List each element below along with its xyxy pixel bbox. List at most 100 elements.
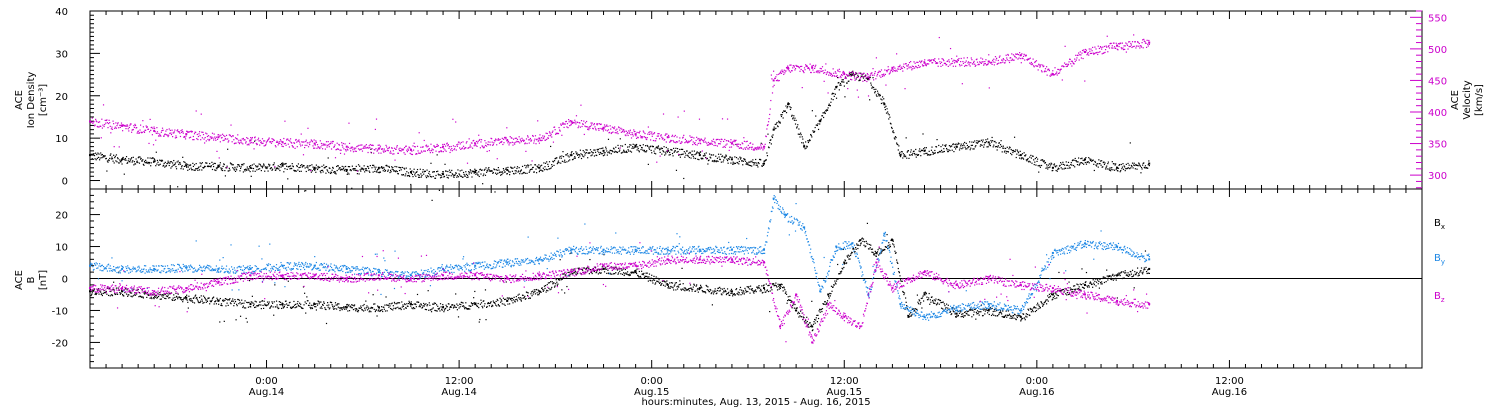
ion-density-point — [805, 147, 807, 149]
velocity-point — [1086, 54, 1088, 56]
velocity-point — [280, 140, 282, 142]
ion-density-point — [184, 161, 186, 164]
ion-density-point — [971, 141, 973, 143]
ion-density-point — [663, 146, 665, 148]
velocity-point — [1011, 53, 1013, 55]
ion-density-point — [838, 89, 840, 91]
top-left-y-tick-label: 20 — [55, 92, 68, 103]
velocity-point — [412, 149, 415, 151]
velocity-point — [1007, 53, 1009, 56]
ion-density-point — [233, 169, 235, 171]
bx-point — [215, 300, 217, 302]
bx-point — [241, 302, 243, 304]
velocity-point — [720, 141, 722, 143]
velocity-point — [603, 128, 605, 130]
velocity-point — [950, 63, 952, 65]
velocity-point — [681, 141, 683, 143]
velocity-point — [386, 146, 388, 148]
velocity-point — [970, 57, 972, 59]
ion-density-point — [1139, 164, 1141, 166]
ion-density-point — [188, 168, 191, 170]
ion-density-point — [436, 154, 438, 156]
ion-density-point — [796, 127, 798, 129]
bx-point — [434, 309, 436, 312]
velocity-point — [156, 127, 158, 129]
velocity-point — [1049, 75, 1052, 77]
velocity-point — [769, 113, 771, 116]
bx-point — [272, 306, 274, 308]
velocity-point — [506, 127, 508, 129]
ion-density-point — [754, 162, 756, 164]
ion-density-point — [1102, 166, 1104, 168]
velocity-point — [619, 147, 621, 149]
velocity-point — [937, 65, 939, 67]
ion-density-point — [1122, 163, 1124, 165]
velocity-point — [321, 144, 323, 146]
bx-point — [101, 293, 103, 295]
ion-density-point — [378, 172, 380, 174]
velocity-point — [682, 136, 684, 138]
velocity-point — [159, 133, 161, 135]
bx-point — [142, 296, 144, 298]
ion-density-point — [992, 146, 994, 148]
velocity-point — [823, 80, 825, 82]
velocity-point — [192, 139, 194, 141]
bx-point — [226, 302, 228, 304]
bx-point — [386, 304, 388, 306]
bx-point — [298, 302, 301, 304]
velocity-point — [813, 71, 815, 74]
velocity-point — [351, 147, 353, 149]
bx-point — [300, 303, 302, 305]
velocity-point — [573, 122, 575, 124]
ion-density-point — [442, 171, 444, 173]
ion-density-point — [559, 155, 561, 158]
ion-density-point — [1070, 163, 1072, 166]
velocity-point — [110, 132, 112, 134]
bx-point — [448, 308, 451, 310]
ion-density-point — [454, 174, 456, 176]
ion-density-point — [762, 163, 764, 165]
velocity-point — [844, 76, 847, 78]
velocity-point — [528, 142, 530, 144]
ion-density-point — [218, 166, 220, 168]
ion-density-point — [764, 160, 766, 162]
ion-density-point — [450, 171, 452, 173]
velocity-point — [960, 61, 962, 63]
bx-point — [252, 302, 254, 304]
velocity-point — [724, 138, 726, 141]
bx-point — [316, 304, 319, 306]
velocity-point — [311, 140, 313, 142]
bx-point — [138, 291, 141, 294]
velocity-point — [478, 134, 480, 136]
ion-density-point — [144, 161, 146, 164]
ion-density-point — [1079, 163, 1081, 165]
velocity-point — [939, 61, 941, 63]
velocity-point — [1089, 52, 1092, 55]
ion-density-point — [314, 169, 316, 171]
ion-density-point — [640, 148, 642, 151]
velocity-point — [480, 141, 482, 143]
ion-density-point — [980, 144, 982, 146]
ion-density-point — [687, 155, 689, 157]
ion-density-point — [652, 145, 655, 148]
ion-density-point — [143, 164, 145, 166]
bx-point — [289, 306, 292, 308]
ion-density-point — [599, 147, 601, 150]
ion-density-point — [773, 126, 775, 128]
velocity-point — [710, 143, 712, 145]
velocity-point — [1099, 45, 1102, 48]
ion-density-point — [435, 170, 438, 173]
velocity-point — [614, 126, 616, 128]
bx-point — [426, 305, 428, 307]
velocity-point — [1037, 69, 1039, 71]
velocity-point — [1101, 48, 1103, 50]
velocity-point — [709, 142, 711, 144]
velocity-point — [630, 134, 632, 136]
bx-point — [161, 295, 163, 297]
velocity-point — [627, 134, 629, 137]
velocity-point — [212, 137, 214, 139]
bx-point — [273, 301, 275, 303]
velocity-point — [912, 66, 915, 68]
ion-density-point — [1094, 160, 1096, 163]
velocity-point — [925, 65, 927, 67]
